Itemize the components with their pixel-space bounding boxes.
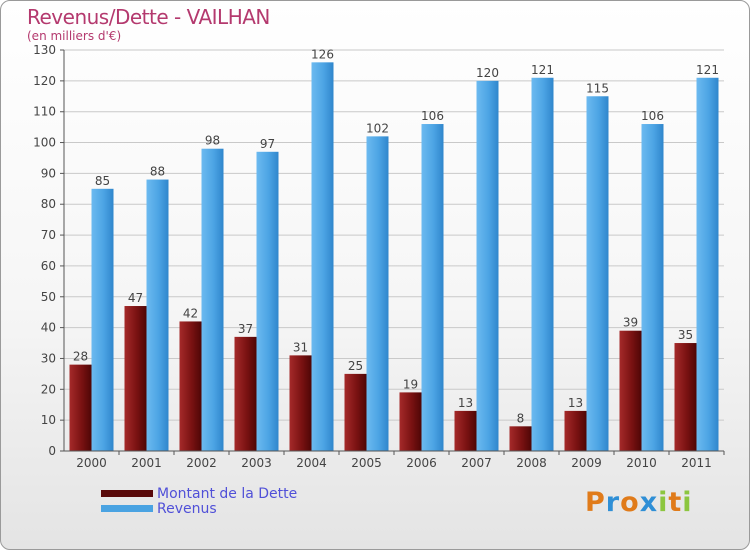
chart-title: Revenus/Dette - VAILHAN	[27, 5, 270, 29]
x-tick-label: 2002	[186, 456, 217, 470]
bar-dette	[179, 321, 202, 451]
y-tick-label: 130	[33, 43, 56, 57]
logo-letter: i	[682, 487, 693, 518]
y-tick-label: 90	[41, 166, 56, 180]
x-tick-label: 2009	[571, 456, 602, 470]
data-label-dette: 35	[678, 328, 693, 342]
x-tick-label: 2003	[241, 456, 272, 470]
legend-label-dette: Montant de la Dette	[157, 486, 298, 502]
bar-dette	[509, 426, 532, 451]
y-tick-label: 40	[41, 321, 56, 335]
logo-letter: t	[668, 487, 683, 518]
bar-dette	[619, 330, 642, 451]
data-label-revenus: 97	[260, 137, 275, 151]
y-tick-label: 50	[41, 290, 56, 304]
y-tick-label: 100	[33, 136, 56, 150]
bar-revenus	[641, 124, 664, 452]
bar-revenus	[201, 148, 224, 451]
logo-letter: r	[605, 487, 621, 518]
bar-dette	[344, 373, 367, 451]
y-tick-label: 70	[41, 228, 56, 242]
logo-letter: P	[585, 487, 606, 518]
x-tick-label: 2008	[516, 456, 547, 470]
data-label-dette: 47	[128, 291, 143, 305]
y-tick-label: 110	[33, 105, 56, 119]
y-tick-label: 120	[33, 74, 56, 88]
bar-revenus	[421, 124, 444, 452]
bar-dette	[69, 364, 92, 451]
x-tick-label: 2007	[461, 456, 492, 470]
data-label-dette: 13	[458, 396, 473, 410]
data-label-dette: 28	[73, 350, 88, 364]
x-tick-label: 2005	[351, 456, 382, 470]
data-label-revenus: 121	[531, 63, 554, 77]
data-label-revenus: 126	[311, 47, 334, 61]
bar-revenus	[586, 96, 609, 452]
bars: 28 85 47 88 42 98 37 97 31 126 25 102 19 106 13 120 8 121…	[69, 47, 719, 452]
grid-lines	[64, 49, 724, 421]
bar-dette	[289, 355, 312, 451]
proxiti-logo: Proxiti	[585, 487, 693, 518]
data-label-revenus: 85	[95, 174, 110, 188]
x-tick-label: 2000	[76, 456, 107, 470]
data-label-dette: 13	[568, 396, 583, 410]
x-tick-label: 2006	[406, 456, 437, 470]
data-label-dette: 39	[623, 316, 638, 330]
y-tick-label: 60	[41, 259, 56, 273]
bar-revenus	[531, 77, 554, 451]
data-label-dette: 37	[238, 322, 253, 336]
bar-revenus	[91, 188, 114, 452]
data-label-revenus: 106	[421, 109, 444, 123]
bar-dette	[234, 336, 257, 451]
legend-swatch-revenus	[101, 505, 153, 512]
y-tick-label: 80	[41, 197, 56, 211]
legend-label-revenus: Revenus	[157, 501, 217, 517]
chart-subtitle: (en milliers d'€)	[27, 29, 122, 43]
bar-revenus	[146, 179, 169, 452]
data-label-revenus: 88	[150, 165, 165, 179]
bar-revenus	[256, 151, 279, 452]
y-tick-label: 0	[48, 444, 56, 458]
logo-letter: i	[658, 487, 669, 518]
y-tick-label: 20	[41, 382, 56, 396]
bar-revenus	[311, 62, 334, 451]
data-label-revenus: 98	[205, 134, 220, 148]
data-label-revenus: 115	[586, 81, 609, 95]
y-tick-label: 30	[41, 351, 56, 365]
bar-dette	[124, 306, 147, 451]
data-label-revenus: 102	[366, 121, 389, 135]
bar-dette	[454, 410, 477, 451]
logo-letter: x	[639, 487, 659, 518]
bar-revenus	[366, 136, 389, 451]
x-tick-label: 2004	[296, 456, 327, 470]
bar-dette	[399, 392, 422, 451]
x-tick-label: 2011	[681, 456, 712, 470]
data-label-revenus: 106	[641, 109, 664, 123]
data-label-dette: 19	[403, 377, 418, 391]
data-label-dette: 31	[293, 340, 308, 354]
data-label-dette: 8	[517, 411, 525, 425]
bar-revenus	[696, 77, 719, 451]
logo-letter: o	[620, 487, 640, 518]
legend-swatch-dette	[101, 490, 153, 497]
data-label-revenus: 121	[696, 63, 719, 77]
x-tick-label: 2001	[131, 456, 162, 470]
y-tick-label: 10	[41, 413, 56, 427]
data-label-dette: 42	[183, 306, 198, 320]
bar-revenus	[476, 80, 499, 451]
axes: 0 10 20 30 40 50 60 70 80 90 100 110 120 130 2000 2001 2…	[33, 43, 725, 470]
bar-dette	[564, 410, 587, 451]
data-label-revenus: 120	[476, 66, 499, 80]
x-tick-label: 2010	[626, 456, 657, 470]
data-label-dette: 25	[348, 359, 363, 373]
bar-dette	[674, 343, 697, 451]
